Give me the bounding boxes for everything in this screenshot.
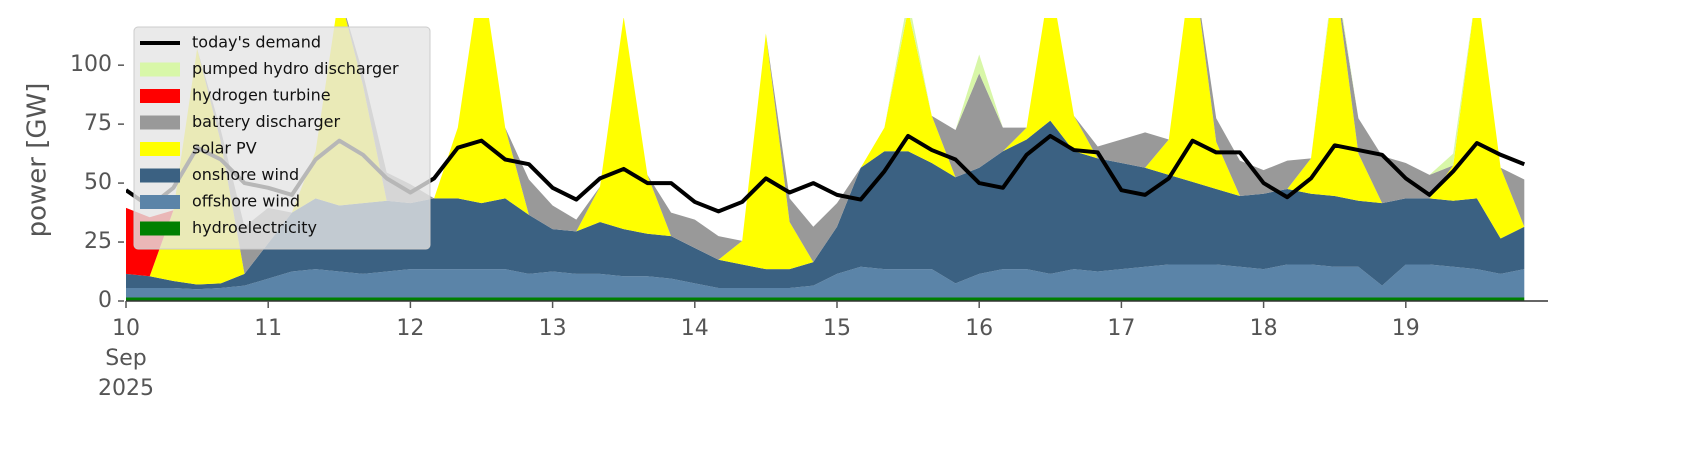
x-tick-label: 17 <box>1107 316 1135 341</box>
legend-swatch <box>140 115 180 130</box>
legend-label: pumped hydro discharger <box>192 59 399 78</box>
legend-label: offshore wind <box>192 192 300 211</box>
legend-label: onshore wind <box>192 165 299 184</box>
area <box>126 120 1525 290</box>
legend-swatch <box>140 142 180 156</box>
y-tick-label: 0 <box>98 288 112 313</box>
legend-box <box>133 26 431 250</box>
y-tick-label: 25 <box>84 229 112 254</box>
area <box>126 297 1525 301</box>
legend-swatch <box>140 195 180 209</box>
area <box>126 264 1525 298</box>
legend-swatch <box>140 221 180 236</box>
legend-swatch <box>140 168 180 183</box>
area <box>126 18 1525 285</box>
legend-label: today's demand <box>192 33 321 52</box>
legend-label: hydroelectricity <box>192 218 317 237</box>
area <box>126 18 1525 277</box>
legend-label: battery discharger <box>192 112 340 131</box>
x-tick-label: 19 <box>1392 316 1420 341</box>
legend-swatch <box>140 62 180 77</box>
x-tick-label: 11 <box>254 316 282 341</box>
legend-swatch <box>140 89 180 103</box>
legend-label: hydrogen turbine <box>192 86 331 105</box>
plot-area <box>126 18 1526 301</box>
y-tick-label: 75 <box>84 111 112 136</box>
y-tick-label: 100 <box>70 52 112 77</box>
x-tick-label: 15 <box>823 316 851 341</box>
x-tick-label: 13 <box>539 316 567 341</box>
x-tick-label: 16 <box>965 316 993 341</box>
x-tick-label: 10 Sep 2025 <box>98 316 154 401</box>
x-tick-label: 14 <box>681 316 709 341</box>
x-tick-label: 18 <box>1250 316 1278 341</box>
y-tick-label: 50 <box>84 170 112 195</box>
y-axis-label: power [GW] <box>23 83 53 238</box>
legend-label: solar PV <box>192 139 257 158</box>
x-tick-label: 12 <box>396 316 424 341</box>
